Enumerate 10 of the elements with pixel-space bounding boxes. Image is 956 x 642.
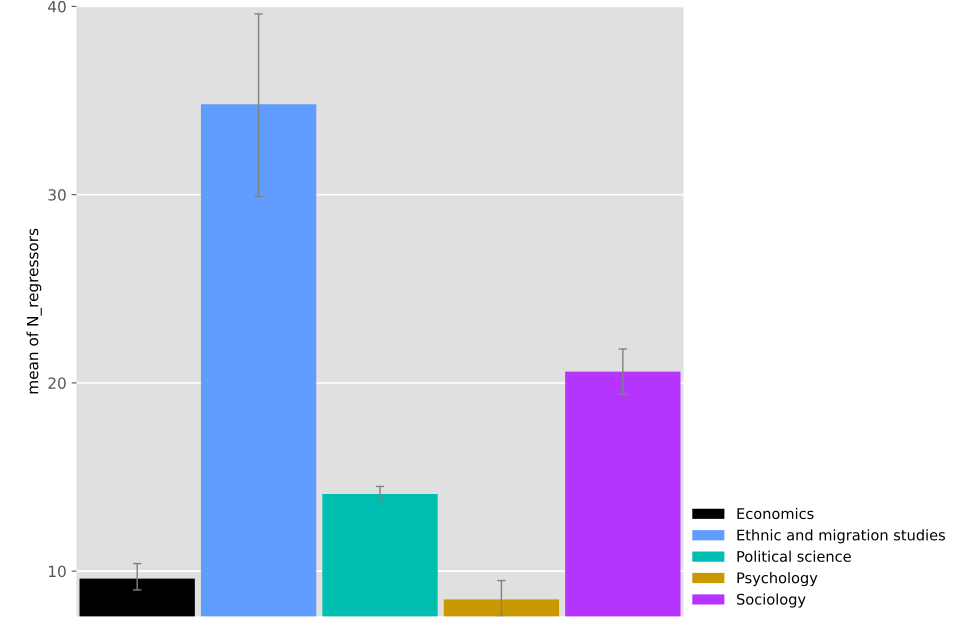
y-tick-label: 40	[48, 0, 66, 12]
legend-label: Sociology	[737, 593, 806, 608]
y-tick-label: 20	[48, 377, 66, 389]
legend-label: Psychology	[737, 572, 818, 586]
legend-label: Political science	[737, 550, 851, 562]
y-tick-label: 30	[48, 189, 66, 201]
legend-label: Ethnic and migration studies	[737, 529, 945, 544]
y-tick-label: 10	[48, 566, 66, 578]
y-axis-title: mean of N_regressors	[26, 228, 42, 394]
legend-label: Economics	[737, 508, 814, 520]
